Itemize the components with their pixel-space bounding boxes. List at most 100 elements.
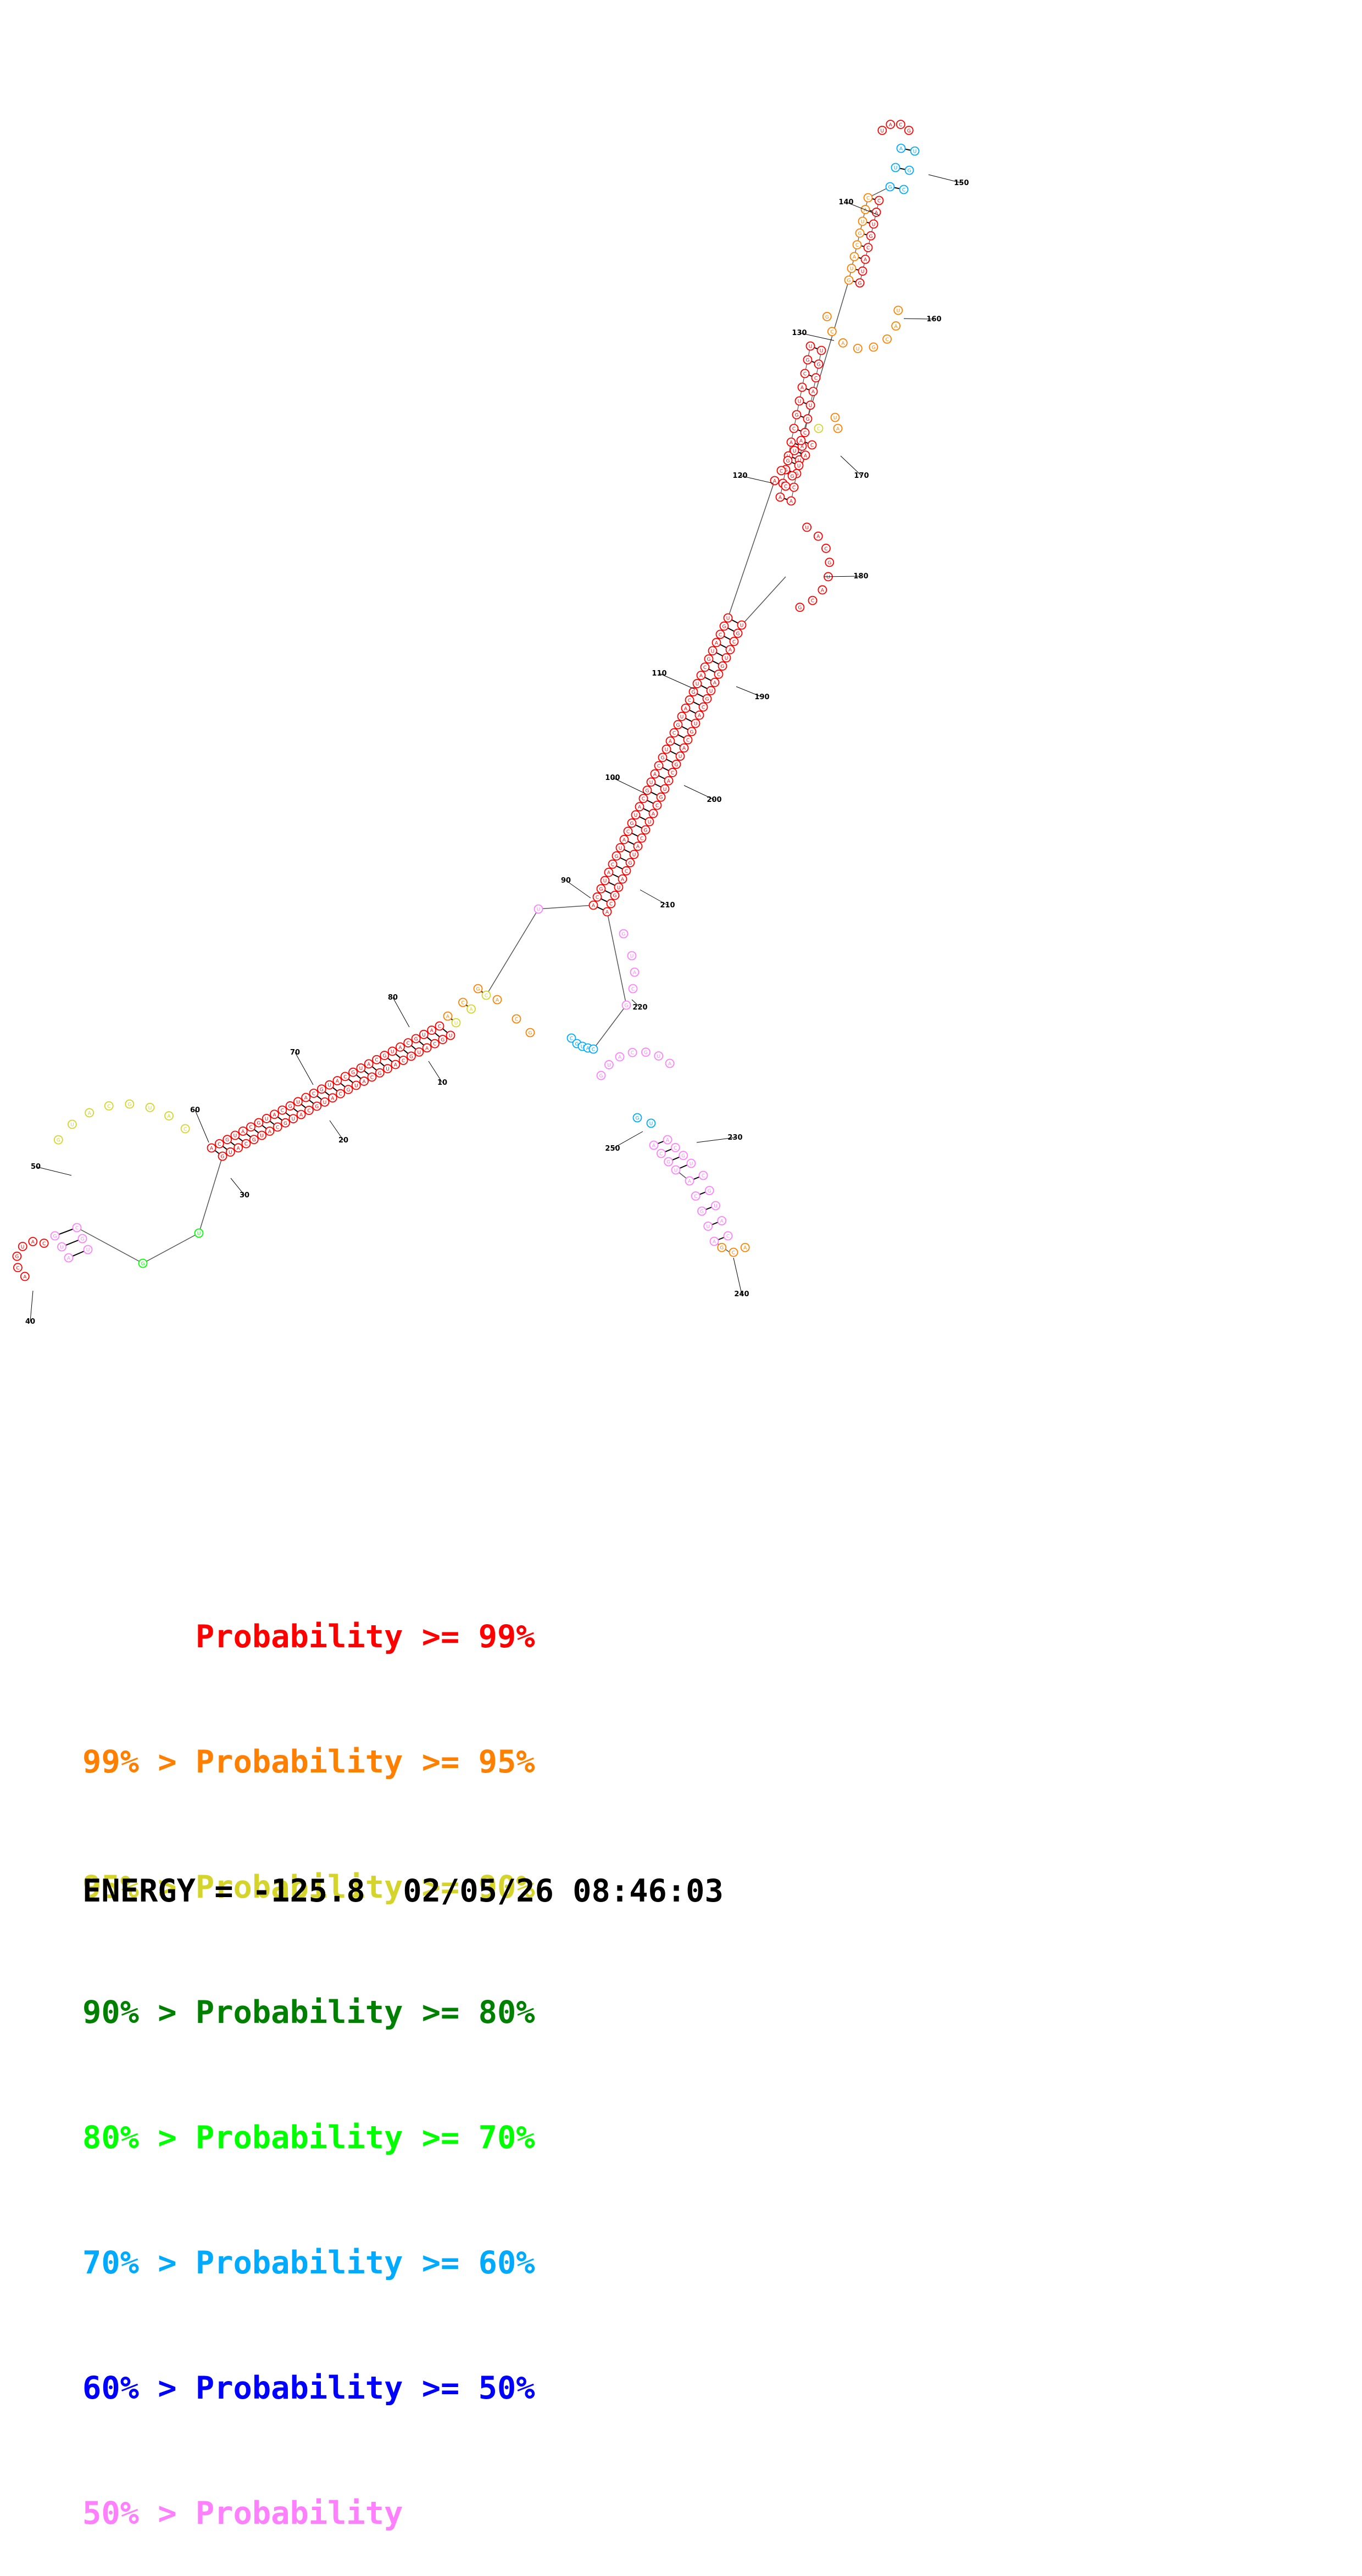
legend-line-3: 95% > Probability >= 90% xyxy=(82,1869,535,1905)
nucleotide: U xyxy=(790,445,799,455)
svg-text:U: U xyxy=(265,1117,269,1122)
nucleotide: C xyxy=(592,892,602,902)
svg-text:C: C xyxy=(866,196,870,202)
nucleotide: U xyxy=(691,718,701,728)
svg-text:A: A xyxy=(273,1112,276,1118)
nucleotide: C xyxy=(685,695,694,705)
svg-text:A: A xyxy=(446,1014,450,1020)
svg-text:C: C xyxy=(824,547,827,552)
svg-text:C: C xyxy=(810,443,814,449)
svg-text:U: U xyxy=(630,954,634,960)
svg-text:A: A xyxy=(652,1144,656,1149)
nucleotide: G xyxy=(610,890,620,900)
svg-text:U: U xyxy=(740,623,744,629)
svg-text:A: A xyxy=(88,1111,92,1116)
nucleotide: G xyxy=(438,1035,448,1044)
svg-text:A: A xyxy=(425,1046,429,1051)
nucleotide: C xyxy=(104,1101,114,1111)
svg-text:G: G xyxy=(636,1116,640,1122)
svg-text:A: A xyxy=(800,386,804,391)
nucleotide: U xyxy=(230,1130,240,1140)
nucleotide: G xyxy=(733,628,743,638)
svg-text:C: C xyxy=(688,698,691,704)
nucleotide: A xyxy=(663,1135,672,1145)
nucleotide: G xyxy=(673,720,683,729)
nucleotide: U xyxy=(351,1080,361,1090)
nucleotide: C xyxy=(670,1142,680,1152)
nucleotide: U xyxy=(646,1118,656,1128)
nucleotide: C xyxy=(800,428,810,437)
probability-legend: Probability >= 99% 99% > Probability >= … xyxy=(82,1532,535,2576)
svg-text:G: G xyxy=(795,413,799,419)
svg-text:C: C xyxy=(402,1058,405,1064)
nucleotide: A xyxy=(786,496,796,506)
nucleotide: C xyxy=(621,866,631,876)
nucleotide: U xyxy=(262,1114,271,1123)
svg-text:U: U xyxy=(809,403,813,409)
nucleotide: U xyxy=(711,1201,720,1211)
nucleotide: G xyxy=(702,694,712,704)
svg-text:C: C xyxy=(642,796,645,802)
nucleotide: U xyxy=(288,1114,298,1124)
nucleotide: G xyxy=(719,621,729,631)
nucleotide: U xyxy=(614,882,624,892)
index-label: 230 xyxy=(727,1134,742,1142)
svg-text:A: A xyxy=(67,1256,71,1262)
nucleotide: C xyxy=(367,1072,377,1082)
svg-text:A: A xyxy=(667,779,671,784)
svg-text:U: U xyxy=(323,1100,327,1106)
nucleotide: A xyxy=(164,1111,174,1120)
nucleotide: A xyxy=(710,678,720,687)
svg-text:G: G xyxy=(615,854,619,860)
nucleotide: U xyxy=(830,412,840,422)
nucleotide: C xyxy=(39,1239,49,1248)
svg-text:A: A xyxy=(816,534,820,540)
svg-text:U: U xyxy=(229,1150,232,1156)
nucleotide: U xyxy=(893,305,903,315)
nucleotide: U xyxy=(615,843,625,852)
svg-text:A: A xyxy=(875,210,879,216)
svg-text:A: A xyxy=(398,1045,402,1051)
index-label: 100 xyxy=(605,774,620,782)
svg-text:U: U xyxy=(861,269,865,275)
nucleotide: C xyxy=(403,1038,413,1048)
nucleotide: U xyxy=(644,817,654,827)
svg-text:G: G xyxy=(622,932,626,938)
nucleotide: U xyxy=(194,1228,204,1238)
nucleotide: C xyxy=(277,1105,287,1115)
nucleotide: C xyxy=(340,1072,350,1081)
svg-text:G: G xyxy=(907,129,911,134)
svg-text:C: C xyxy=(702,1174,705,1179)
svg-text:A: A xyxy=(811,389,815,395)
svg-text:G: G xyxy=(529,1031,532,1036)
svg-text:G: G xyxy=(378,1071,382,1077)
index-label: 210 xyxy=(660,901,675,910)
svg-text:U: U xyxy=(696,682,699,687)
nucleotide: A xyxy=(665,1058,675,1068)
svg-text:U: U xyxy=(454,1021,458,1027)
svg-text:G: G xyxy=(869,234,873,239)
svg-text:A: A xyxy=(430,1028,434,1034)
svg-text:U: U xyxy=(60,1245,64,1251)
nucleotide: U xyxy=(225,1147,235,1157)
nucleotide: U xyxy=(708,646,718,656)
svg-text:A: A xyxy=(23,1274,27,1280)
nucleotide: C xyxy=(638,794,648,804)
nucleotide: U xyxy=(675,751,685,761)
svg-text:A: A xyxy=(668,1062,672,1067)
nucleotide: U xyxy=(446,1030,455,1040)
nucleotide: G xyxy=(343,1085,353,1095)
svg-text:A: A xyxy=(729,648,732,653)
nucleotide: G xyxy=(795,603,805,612)
nucleotide: G xyxy=(717,1242,727,1252)
nucleotide: A xyxy=(685,1176,694,1186)
nucleotide: U xyxy=(858,266,868,276)
svg-text:G: G xyxy=(575,1042,579,1047)
svg-text:G: G xyxy=(81,1237,85,1242)
index-label: 70 xyxy=(290,1049,300,1057)
nucleotide: G xyxy=(803,355,813,365)
nucleotide: C xyxy=(435,1021,444,1031)
nucleotide: A xyxy=(64,1253,74,1263)
nucleotide: A xyxy=(234,1143,243,1153)
nucleotide: A xyxy=(20,1272,30,1281)
